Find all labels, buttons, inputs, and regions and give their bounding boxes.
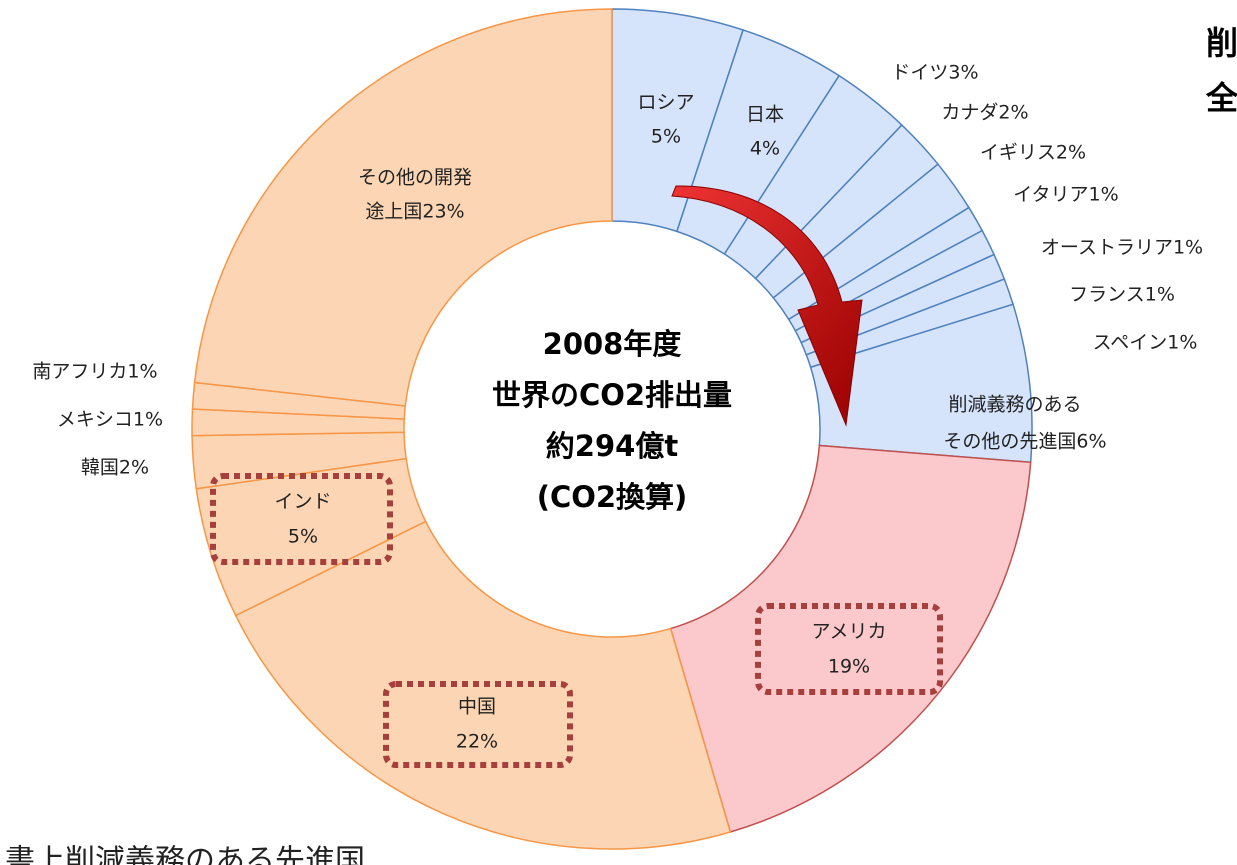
slice-label: 4% [750, 138, 780, 160]
slice-label: 削減義務のある [948, 394, 1081, 416]
slice-label: 5% [288, 526, 318, 548]
chart: ロシア 5% 日本 4% ドイツ3% カナダ2% イギリス2% イタリア1% オーストラリア1%… [0, 0, 1237, 865]
footer: 書上削減義務のある先進国 [5, 844, 365, 865]
slice-label: 南アフリカ1% [32, 361, 157, 383]
slice-label: ドイツ3% [891, 62, 978, 84]
slice-label: 途上国23% [365, 201, 464, 223]
slice-label: 中国 [458, 696, 496, 718]
slice-label: 19% [828, 656, 870, 678]
slice-label: インド [274, 491, 331, 513]
slice-label: 日本 [746, 104, 784, 126]
slice-label: スペイン1% [1093, 332, 1198, 354]
slice-label: ロシア [637, 92, 694, 114]
slice-label: アメリカ [811, 621, 886, 643]
center-line: 約294億t [546, 429, 679, 463]
slice-label: メキシコ1% [57, 409, 163, 431]
side-note: 削 [1206, 24, 1237, 62]
slice-label: イギリス2% [980, 142, 1086, 164]
center-line: 2008年度 [543, 327, 682, 361]
slice-label: 韓国2% [81, 457, 149, 479]
slice-label: その他の先進国6% [943, 431, 1106, 453]
slice-label: オーストラリア1% [1041, 237, 1203, 259]
slice-label: その他の開発 [358, 167, 472, 189]
slice-label: フランス1% [1069, 284, 1175, 306]
center-line: 世界のCO2排出量 [492, 378, 732, 412]
slice-label: 22% [456, 731, 498, 753]
side-note: 全 [1205, 79, 1237, 117]
slice-label: カナダ2% [941, 102, 1028, 124]
slice-label: イタリア1% [1013, 184, 1118, 206]
center-line: (CO2換算) [537, 480, 688, 514]
slice-label: 5% [651, 126, 681, 148]
